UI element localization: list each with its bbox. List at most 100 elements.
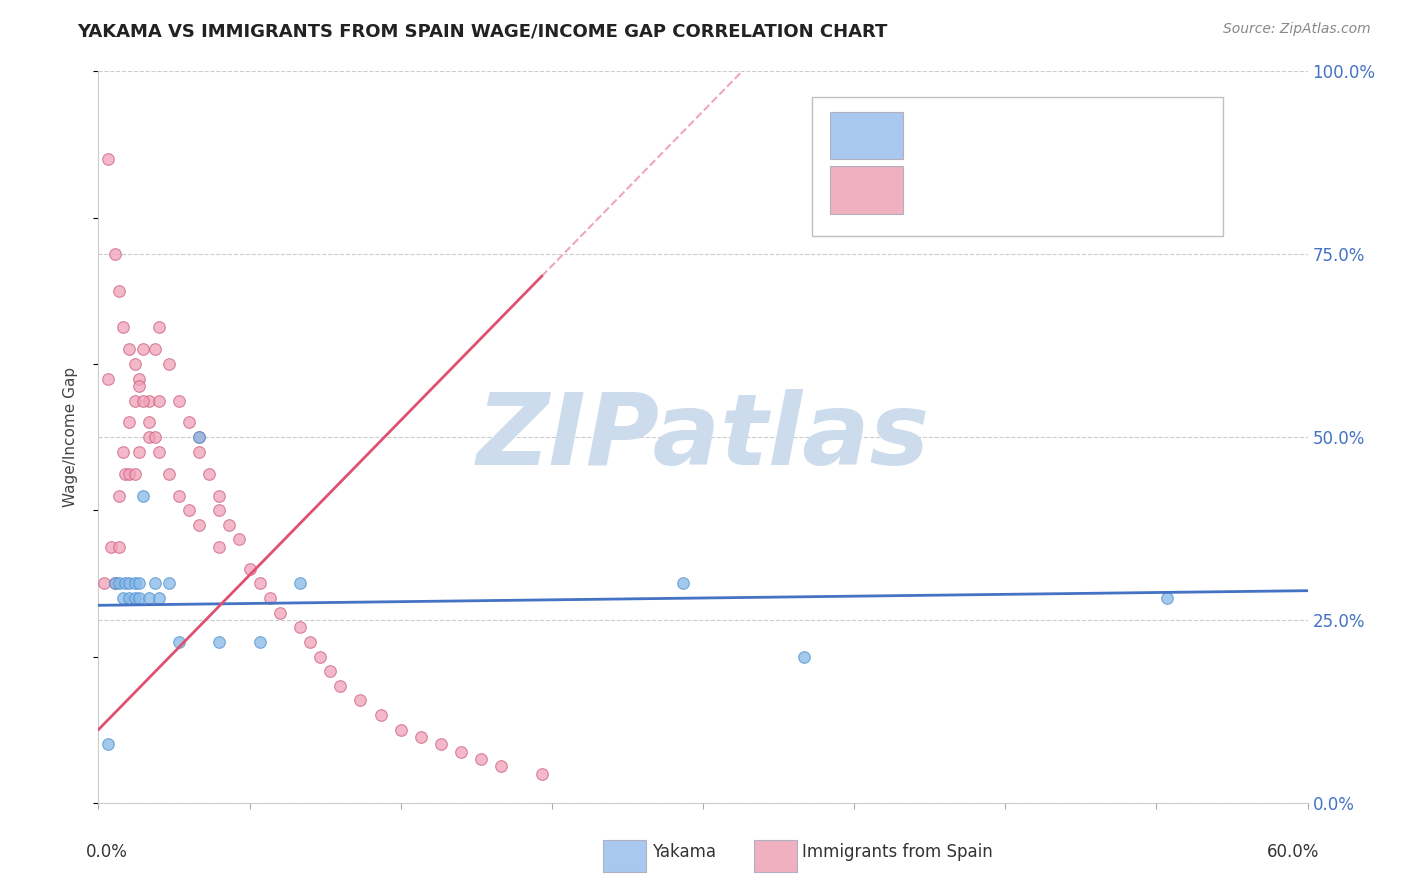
Point (309, 649, 332, 664)
Point (138, 591, 160, 605)
Point (103, 247, 125, 261)
Point (188, 430, 211, 444)
Point (103, 576, 125, 591)
Point (138, 416, 160, 430)
Text: R = 0.071   N = 24: R = 0.071 N = 24 (908, 122, 1078, 141)
Point (124, 467, 146, 481)
Point (111, 591, 134, 605)
Point (111, 444, 134, 458)
Point (179, 503, 201, 517)
Point (97, 152, 120, 166)
Point (319, 664, 342, 678)
Point (132, 489, 155, 503)
Point (249, 635, 271, 649)
Point (148, 393, 170, 408)
Point (430, 737, 453, 751)
Point (114, 576, 136, 591)
Point (672, 576, 695, 591)
Point (288, 576, 311, 591)
Point (259, 591, 281, 605)
Text: ZIPatlas: ZIPatlas (477, 389, 929, 485)
Point (118, 343, 141, 357)
FancyBboxPatch shape (830, 167, 903, 214)
FancyBboxPatch shape (603, 840, 647, 872)
Point (124, 393, 146, 408)
FancyBboxPatch shape (754, 840, 797, 872)
Point (124, 357, 146, 371)
Point (157, 467, 180, 481)
Point (188, 444, 211, 458)
Point (208, 503, 231, 517)
Point (143, 430, 166, 444)
Point (148, 320, 170, 334)
Point (167, 635, 190, 649)
Point (188, 430, 211, 444)
Y-axis label: Wage/Income Gap: Wage/Income Gap (63, 367, 77, 508)
Point (389, 723, 412, 737)
Point (107, 284, 129, 298)
Point (107, 489, 129, 503)
Point (148, 591, 170, 605)
Point (208, 635, 231, 649)
Point (103, 576, 125, 591)
Point (138, 430, 160, 444)
Point (107, 576, 129, 591)
Point (208, 489, 231, 503)
Point (107, 540, 129, 554)
Point (97, 371, 120, 385)
Point (128, 379, 150, 393)
Point (118, 591, 141, 605)
Point (288, 620, 311, 634)
Point (167, 489, 190, 503)
Text: 0.0%: 0.0% (86, 843, 128, 861)
Text: 60.0%: 60.0% (1267, 843, 1320, 861)
Point (132, 393, 155, 408)
Text: Source: ZipAtlas.com: Source: ZipAtlas.com (1223, 22, 1371, 37)
Point (188, 517, 211, 532)
Text: R = 0.567   N = 64: R = 0.567 N = 64 (908, 178, 1078, 195)
Point (148, 444, 170, 458)
Text: Yakama: Yakama (652, 843, 716, 861)
Point (228, 533, 250, 547)
Point (138, 393, 160, 408)
Point (409, 730, 432, 744)
Point (124, 591, 146, 605)
Point (157, 357, 180, 371)
Point (143, 343, 166, 357)
Point (128, 444, 150, 458)
Point (249, 576, 271, 591)
Point (143, 576, 166, 591)
Point (128, 591, 150, 605)
Point (97, 737, 120, 751)
Point (370, 708, 392, 723)
Point (239, 562, 262, 576)
Point (1156, 591, 1178, 605)
Point (132, 343, 155, 357)
Point (128, 371, 150, 385)
Point (329, 679, 352, 693)
Point (198, 467, 221, 481)
Point (450, 745, 472, 759)
Point (218, 517, 240, 532)
Point (118, 467, 141, 481)
Point (167, 393, 190, 408)
Point (793, 649, 815, 664)
Text: Immigrants from Spain: Immigrants from Spain (803, 843, 993, 861)
Point (269, 606, 291, 620)
Point (179, 416, 201, 430)
Point (111, 320, 134, 334)
Point (530, 766, 553, 780)
Point (491, 759, 513, 773)
Point (93, 576, 115, 591)
Point (470, 752, 492, 766)
FancyBboxPatch shape (830, 112, 903, 159)
Point (208, 540, 231, 554)
FancyBboxPatch shape (811, 97, 1223, 235)
Point (299, 635, 322, 649)
Point (128, 576, 150, 591)
Point (114, 467, 136, 481)
Point (124, 576, 146, 591)
Point (118, 576, 141, 591)
Text: YAKAMA VS IMMIGRANTS FROM SPAIN WAGE/INCOME GAP CORRELATION CHART: YAKAMA VS IMMIGRANTS FROM SPAIN WAGE/INC… (77, 22, 887, 40)
Point (100, 540, 122, 554)
